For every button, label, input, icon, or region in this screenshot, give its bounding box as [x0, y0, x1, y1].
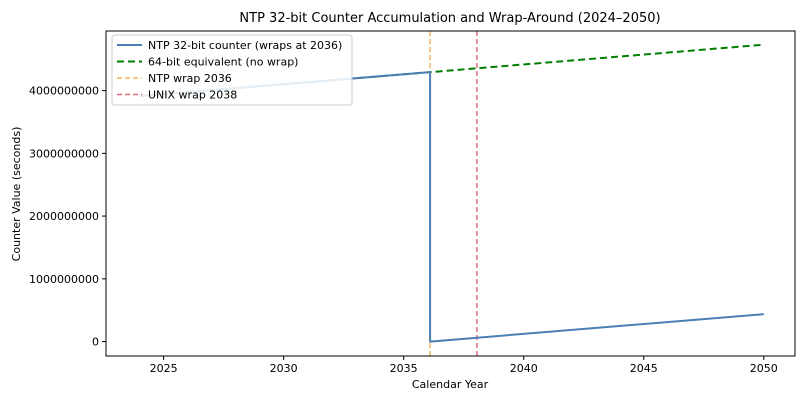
- x-tick-label: 2030: [270, 362, 298, 375]
- y-tick-label: 3000000000: [29, 147, 99, 160]
- x-axis-label: Calendar Year: [412, 378, 489, 391]
- plot-frame: [105, 30, 796, 357]
- legend-label: UNIX wrap 2038: [148, 89, 237, 102]
- x-tick-label: 2050: [750, 362, 778, 375]
- x-tick-label: 2035: [390, 362, 418, 375]
- y-tick-label: 4000000000: [29, 85, 99, 98]
- y-axis-label: Counter Value (seconds): [10, 127, 23, 262]
- x-tick-label: 2040: [510, 362, 538, 375]
- legend: NTP 32-bit counter (wraps at 2036) 64-bit…: [111, 34, 353, 106]
- x-axis-ticks: 2025 2030 2035 2040 2045 2050: [150, 356, 778, 375]
- y-axis-ticks: 0 1000000000 2000000000 3000000000 400000000…: [29, 85, 106, 349]
- y-tick-label: 2000000000: [29, 210, 99, 223]
- x-tick-label: 2045: [630, 362, 658, 375]
- chart-title: NTP 32-bit Counter Accumulation and Wrap…: [239, 11, 660, 26]
- legend-label: NTP wrap 2036: [148, 72, 232, 85]
- y-tick-label: 0: [92, 336, 99, 349]
- x-tick-label: 2025: [150, 362, 178, 375]
- legend-label: 64-bit equivalent (no wrap): [148, 56, 298, 69]
- series-line-1: [139, 71, 764, 343]
- y-tick-label: 1000000000: [29, 273, 99, 286]
- legend-box: [111, 34, 353, 106]
- legend-label: NTP 32-bit counter (wraps at 2036): [148, 39, 342, 52]
